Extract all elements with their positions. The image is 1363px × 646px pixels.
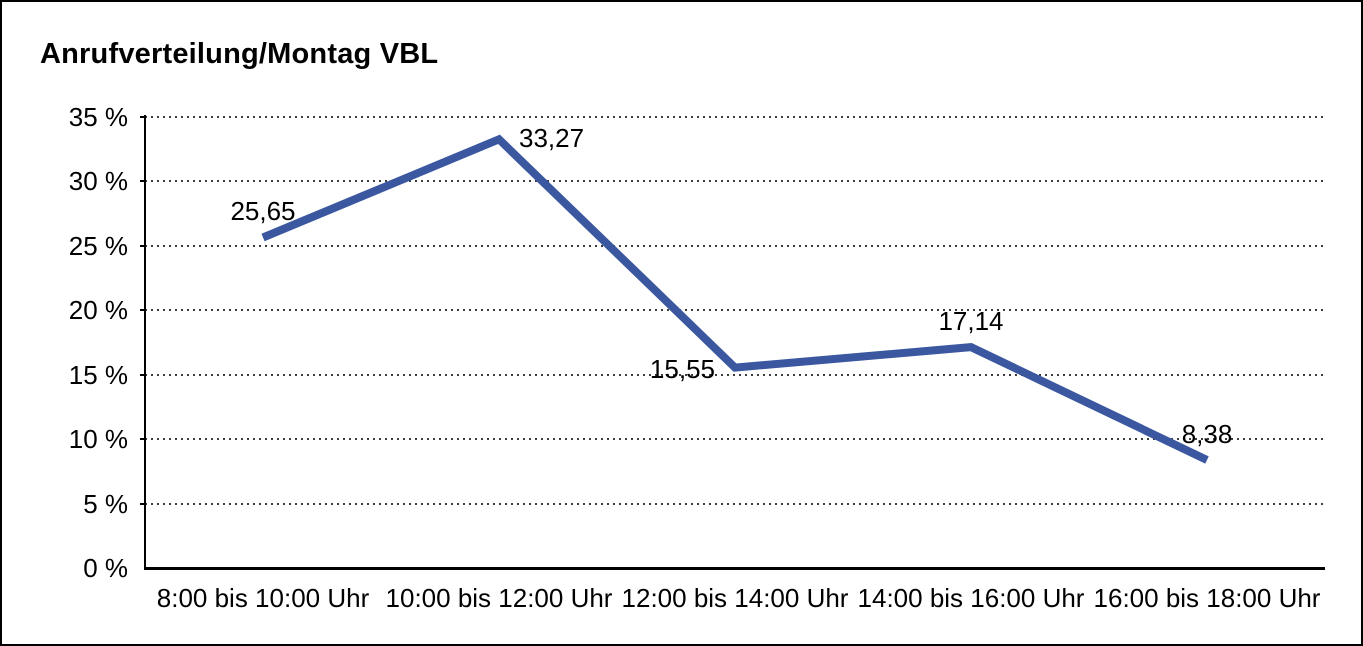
y-axis-tick	[140, 116, 146, 118]
gridline	[145, 244, 1325, 247]
series-polyline	[261, 134, 1209, 464]
y-tick-label: 10 %	[68, 424, 128, 455]
gridline	[145, 180, 1325, 183]
y-axis-tick	[140, 244, 146, 247]
y-axis-tick	[140, 502, 146, 505]
y-tick-label: 35 %	[68, 102, 128, 132]
y-tick-label: 5 %	[83, 488, 128, 519]
point-label: 17,14	[938, 306, 1004, 337]
x-tick-label: 14:00 bis 16:00 Uhr	[857, 583, 1085, 613]
x-axis	[144, 567, 1325, 570]
gridline	[145, 309, 1325, 312]
gridline	[145, 502, 1325, 505]
y-axis-tick	[140, 309, 146, 312]
y-axis-tick	[140, 373, 146, 376]
y-axis-tick	[140, 180, 146, 183]
gridline	[145, 116, 1325, 118]
y-axis	[144, 115, 146, 568]
y-tick-label: 25 %	[68, 230, 128, 261]
x-tick-label: 12:00 bis 14:00 Uhr	[621, 583, 849, 613]
y-tick-label: 30 %	[68, 166, 128, 197]
x-tick-label: 10:00 bis 12:00 Uhr	[385, 583, 613, 613]
point-label: 15,55	[649, 353, 715, 384]
chart-title: Anrufverteilung/Montag VBL	[40, 38, 439, 70]
x-tick-label: 8:00 bis 10:00 Uhr	[156, 583, 370, 613]
gridline	[145, 373, 1325, 376]
x-tick-label: 16:00 bis 18:00 Uhr	[1093, 583, 1321, 613]
point-label: 8,38	[1181, 419, 1233, 450]
point-label: 25,65	[230, 196, 296, 227]
y-tick-label: 0 %	[83, 553, 128, 583]
gridline	[145, 438, 1325, 441]
y-tick-label: 15 %	[68, 359, 128, 390]
y-axis-tick	[140, 438, 146, 441]
y-tick-label: 20 %	[68, 295, 128, 326]
point-label: 33,27	[519, 123, 585, 154]
